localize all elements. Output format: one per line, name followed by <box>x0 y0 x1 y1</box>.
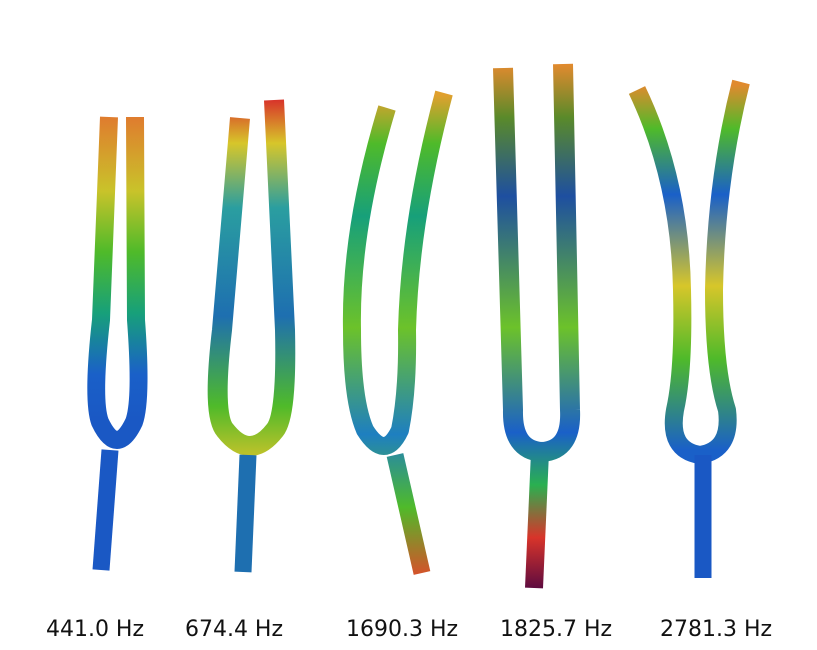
frequency-label: 441.0 Hz <box>46 617 144 642</box>
fork-1 <box>87 116 148 571</box>
fork-2 <box>207 99 296 573</box>
fork-3 <box>342 90 453 575</box>
fork-5 <box>628 79 750 578</box>
frequency-label: 2781.3 Hz <box>660 617 772 642</box>
frequency-label: 674.4 Hz <box>185 617 283 642</box>
fork-4 <box>493 63 581 589</box>
frequency-label: 1825.7 Hz <box>500 617 612 642</box>
frequency-label: 1690.3 Hz <box>346 617 458 642</box>
